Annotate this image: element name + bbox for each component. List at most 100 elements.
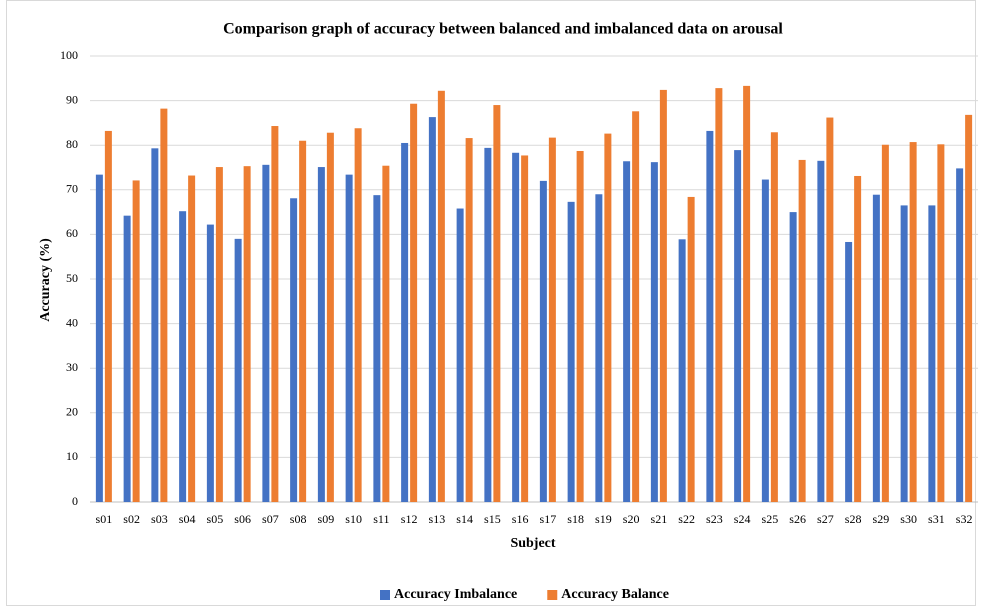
bar xyxy=(262,164,270,502)
bar xyxy=(909,142,917,502)
x-tick-label: s10 xyxy=(345,512,362,526)
bar xyxy=(623,161,631,503)
bar xyxy=(687,196,695,502)
bar xyxy=(928,205,936,502)
bar xyxy=(798,159,806,502)
bar xyxy=(632,111,640,502)
x-tick-label: s23 xyxy=(706,512,723,526)
x-tick-label: s27 xyxy=(817,512,834,526)
bar xyxy=(567,201,575,503)
x-tick-label: s14 xyxy=(456,512,473,526)
x-tick-label: s26 xyxy=(789,512,806,526)
bar xyxy=(937,144,945,503)
bar xyxy=(845,241,853,502)
bar xyxy=(132,180,140,502)
x-tick-label: s28 xyxy=(845,512,862,526)
bar xyxy=(826,117,834,502)
x-tick-label: s13 xyxy=(429,512,446,526)
legend-label: Accuracy Imbalance xyxy=(394,587,517,602)
bar xyxy=(484,147,492,502)
bar xyxy=(151,148,159,502)
x-tick-label: s03 xyxy=(151,512,168,526)
x-tick-label: s24 xyxy=(734,512,751,526)
y-tick-label: 0 xyxy=(72,494,78,508)
y-tick-label: 10 xyxy=(66,449,78,463)
x-tick-label: s20 xyxy=(623,512,640,526)
x-tick-label: s06 xyxy=(234,512,251,526)
bar xyxy=(650,162,658,502)
bar xyxy=(206,224,214,502)
bar xyxy=(854,175,862,502)
bar xyxy=(965,114,973,502)
x-tick-label: s09 xyxy=(318,512,335,526)
y-tick-label: 50 xyxy=(66,271,78,285)
x-tick-label: s22 xyxy=(678,512,695,526)
x-tick-label: s02 xyxy=(123,512,140,526)
x-tick-label: s11 xyxy=(373,512,389,526)
bar xyxy=(956,168,964,502)
x-tick-label: s30 xyxy=(900,512,917,526)
bar xyxy=(900,205,908,502)
legend-label: Accuracy Balance xyxy=(561,587,669,602)
bar xyxy=(345,174,353,503)
bar xyxy=(881,144,889,502)
x-tick-label: s25 xyxy=(762,512,779,526)
x-tick-label: s18 xyxy=(567,512,584,526)
bar xyxy=(290,198,298,503)
bar xyxy=(715,88,723,502)
bar xyxy=(789,212,797,502)
y-axis-label: Accuracy (%) xyxy=(38,238,53,322)
bar xyxy=(817,160,825,502)
bar xyxy=(706,130,714,503)
bar xyxy=(354,128,362,502)
bar xyxy=(234,238,242,503)
x-tick-label: s08 xyxy=(290,512,307,526)
bar xyxy=(595,194,603,502)
bar xyxy=(678,239,686,502)
x-tick-label: s16 xyxy=(512,512,529,526)
x-tick-label: s04 xyxy=(179,512,196,526)
bar xyxy=(188,175,196,502)
x-tick-label: s05 xyxy=(207,512,224,526)
bar xyxy=(548,137,556,503)
y-tick-label: 80 xyxy=(66,137,78,151)
bar xyxy=(215,167,223,502)
bar xyxy=(761,179,769,503)
bar xyxy=(123,215,131,502)
y-tick-label: 70 xyxy=(66,182,78,196)
bar xyxy=(872,194,880,502)
bar xyxy=(734,150,742,502)
x-tick-label: s12 xyxy=(401,512,418,526)
bar xyxy=(179,211,187,502)
x-tick-label: s31 xyxy=(928,512,945,526)
bar xyxy=(576,150,584,503)
bar xyxy=(95,174,103,503)
x-tick-label: s15 xyxy=(484,512,501,526)
bar xyxy=(160,108,168,503)
y-tick-label: 60 xyxy=(66,226,78,240)
y-tick-label: 100 xyxy=(60,48,78,62)
bar xyxy=(299,140,307,503)
bar xyxy=(373,195,381,503)
x-tick-label: s29 xyxy=(873,512,890,526)
chart-title: Comparison graph of accuracy between bal… xyxy=(223,21,783,38)
bar xyxy=(104,130,112,503)
bar xyxy=(465,138,473,502)
y-tick-label: 20 xyxy=(66,405,78,419)
bar xyxy=(401,142,409,502)
bar xyxy=(521,155,529,502)
bar xyxy=(382,165,390,502)
bar xyxy=(604,133,612,502)
legend-swatch xyxy=(380,590,390,600)
x-tick-label: s21 xyxy=(651,512,668,526)
x-tick-label: s19 xyxy=(595,512,612,526)
bar xyxy=(428,117,436,503)
bar xyxy=(539,180,547,502)
bar xyxy=(659,89,667,502)
bar xyxy=(456,208,464,503)
bar xyxy=(493,105,501,502)
y-tick-label: 30 xyxy=(66,360,78,374)
bar xyxy=(271,126,279,502)
x-tick-label: s32 xyxy=(956,512,973,526)
